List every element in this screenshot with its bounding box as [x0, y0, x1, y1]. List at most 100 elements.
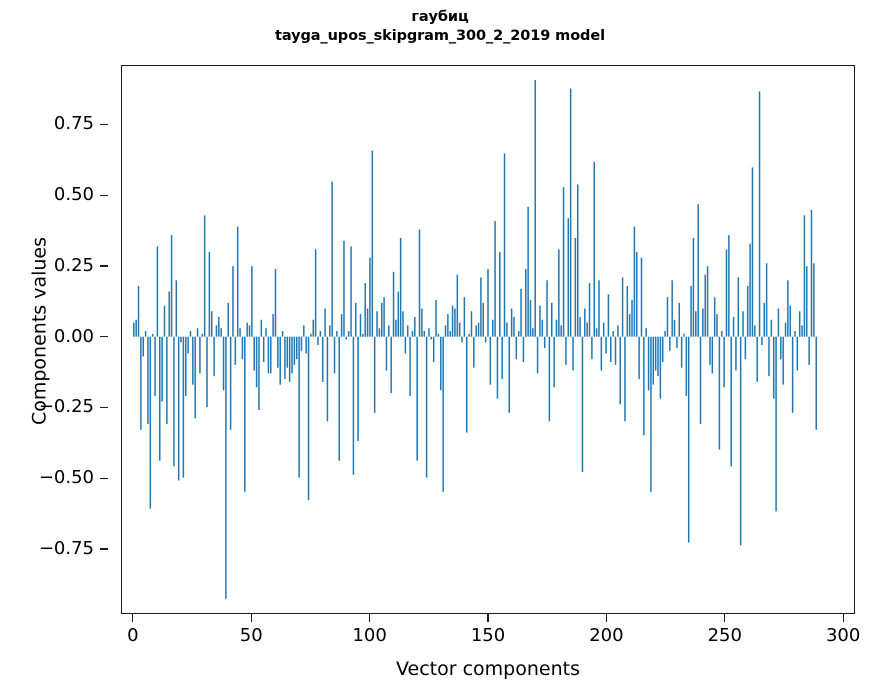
bar: [463, 297, 466, 337]
bar: [241, 336, 244, 360]
bar: [574, 237, 577, 337]
bar: [303, 325, 305, 337]
bar: [173, 336, 175, 467]
bar: [364, 283, 366, 337]
bar: [810, 209, 813, 337]
bar: [229, 336, 232, 430]
bar: [739, 336, 742, 546]
bar: [272, 314, 274, 337]
bar: [706, 266, 709, 337]
bar-series: [133, 80, 817, 599]
bar: [551, 302, 553, 337]
bar: [572, 336, 574, 371]
bar: [355, 302, 357, 337]
bar: [671, 280, 673, 337]
bar: [803, 215, 806, 337]
bar: [742, 311, 744, 337]
x-tick-mark: [724, 614, 726, 622]
bar: [399, 237, 402, 337]
bar: [539, 305, 541, 337]
bar: [621, 277, 624, 337]
bar: [395, 319, 397, 337]
bar: [541, 319, 544, 337]
bar: [548, 336, 551, 422]
bar: [447, 314, 449, 337]
bar: [473, 336, 475, 368]
bar: [210, 311, 213, 337]
bar: [347, 331, 350, 337]
bar: [300, 336, 303, 351]
bar: [503, 153, 506, 337]
bar: [392, 271, 395, 337]
bar: [461, 336, 463, 343]
bar: [329, 325, 331, 337]
bar: [801, 325, 803, 337]
x-tick-label: 50: [239, 625, 263, 646]
bar: [175, 280, 178, 337]
bar: [373, 336, 376, 413]
bar: [284, 336, 286, 379]
bar: [692, 237, 695, 337]
bar: [251, 266, 253, 337]
bar: [777, 308, 780, 337]
y-tick-label: −0.50: [38, 467, 94, 489]
bar: [142, 336, 144, 357]
bar: [432, 336, 435, 363]
bar: [470, 311, 473, 337]
bar: [442, 336, 444, 492]
chart-title-line-1: гаубиц: [411, 9, 469, 25]
bar: [449, 331, 451, 337]
bar: [749, 243, 751, 337]
bar: [636, 252, 638, 337]
bar: [687, 336, 690, 543]
bar: [732, 316, 735, 337]
bar: [456, 274, 459, 337]
bar: [144, 331, 147, 337]
chart-title-line-2: tayga_upos_skipgram_300_2_2019 model: [275, 28, 605, 44]
bar: [140, 336, 142, 430]
bar: [643, 336, 645, 436]
x-axis-label: Vector components: [396, 658, 580, 680]
bar: [678, 302, 681, 337]
bar: [137, 285, 140, 337]
bar: [664, 331, 666, 337]
bar: [201, 333, 204, 337]
bar: [579, 316, 581, 337]
y-tick-mark: [100, 548, 108, 550]
bar: [281, 331, 284, 337]
bar: [265, 328, 267, 337]
bar: [595, 328, 598, 337]
bar: [683, 333, 685, 337]
bar: [650, 336, 652, 492]
bar: [680, 336, 683, 368]
y-tick-label: −0.75: [38, 537, 94, 559]
bar: [232, 266, 234, 337]
bar: [187, 336, 189, 354]
x-tick-mark: [369, 614, 371, 622]
bar: [220, 328, 222, 337]
x-tick-mark: [487, 614, 489, 622]
bar: [510, 308, 513, 337]
bar: [149, 336, 152, 509]
bar: [536, 336, 539, 374]
bar: [695, 311, 697, 337]
bar: [746, 285, 749, 337]
bar: [239, 328, 241, 337]
bar: [293, 336, 296, 365]
bar: [581, 336, 584, 473]
bar: [815, 336, 817, 430]
bar: [761, 336, 763, 346]
bar: [598, 280, 600, 337]
bar: [267, 336, 270, 374]
bar: [203, 215, 206, 337]
bar: [756, 336, 758, 382]
x-tick-label: 0: [127, 625, 139, 646]
bar: [305, 336, 307, 354]
y-tick-label: 0.50: [53, 184, 94, 206]
bar: [444, 325, 447, 337]
bar: [159, 336, 161, 461]
bar: [475, 325, 477, 337]
bar: [258, 336, 260, 410]
bar: [716, 314, 718, 337]
